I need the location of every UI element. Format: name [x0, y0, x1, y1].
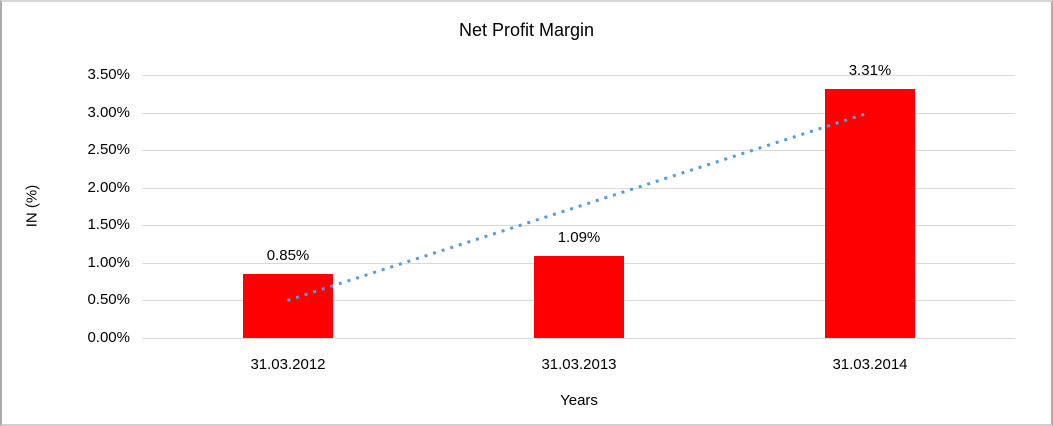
y-tick-label: 0.00% [87, 329, 130, 346]
gridline [142, 75, 1015, 76]
chart-title: Net Profit Margin [458, 20, 595, 40]
x-tick-label: 31.03.2013 [541, 356, 617, 373]
data-label: 1.09% [557, 229, 601, 246]
data-label: 0.85% [266, 247, 310, 264]
y-tick-label: 3.50% [87, 66, 130, 83]
y-tick-label: 1.00% [87, 254, 130, 271]
y-axis-title: IN (%) [23, 184, 41, 228]
bar-31.03.2013 [534, 256, 624, 338]
y-tick-label: 1.50% [87, 216, 130, 233]
bar-31.03.2014 [825, 89, 915, 338]
y-tick-label: 2.00% [87, 179, 130, 196]
y-tick-label: 2.50% [87, 141, 130, 158]
x-tick-label: 31.03.2014 [832, 356, 908, 373]
gridline [142, 338, 1015, 339]
y-tick-label: 3.00% [87, 104, 130, 121]
x-axis-title: Years [560, 392, 598, 409]
x-tick-label: 31.03.2012 [250, 356, 326, 373]
bar-31.03.2012 [243, 274, 333, 338]
data-label: 3.31% [848, 62, 892, 79]
y-tick-label: 0.50% [87, 291, 130, 308]
